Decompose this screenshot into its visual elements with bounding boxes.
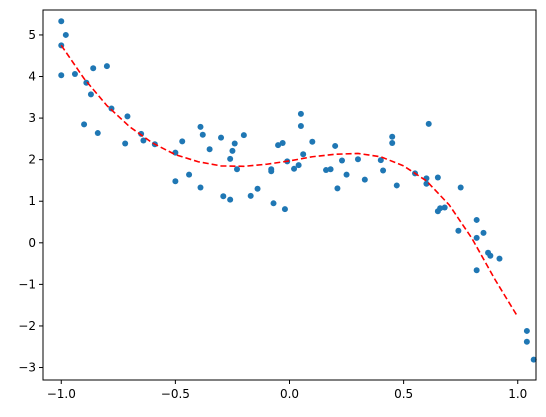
scatter-point	[300, 151, 307, 158]
scatter-point	[455, 227, 462, 234]
scatter-point	[140, 137, 147, 144]
axis-layer: −1.0 −0.5 0.0 0.5 1.0 −3 −2 −1 0 1 2 3 4 5	[18, 28, 527, 401]
scatter-point	[523, 327, 530, 334]
scatter-point	[487, 252, 494, 259]
scatter-point	[81, 121, 88, 128]
scatter-point	[343, 171, 350, 178]
y-tick-label: 1	[28, 194, 36, 208]
scatter-point	[227, 196, 234, 203]
x-tick-label: 0.0	[280, 387, 299, 401]
scatter-point	[473, 267, 480, 274]
scatter-point	[339, 157, 345, 164]
scatter-point	[275, 142, 282, 149]
scatter-point	[206, 146, 213, 153]
scatter-point	[297, 122, 304, 129]
scatter-point	[227, 155, 234, 162]
scatter-point	[231, 140, 238, 147]
scatter-point	[423, 180, 430, 187]
scatter-point	[220, 193, 227, 200]
scatter-point	[87, 91, 94, 98]
scatter-point	[94, 130, 101, 137]
y-tick-label: 2	[28, 153, 36, 167]
scatter-point	[334, 185, 341, 192]
scatter-point	[473, 216, 480, 223]
scatter-point	[122, 140, 129, 147]
scatter-point	[332, 142, 339, 149]
y-tick-label: 0	[28, 236, 36, 250]
scatter-point	[103, 63, 110, 70]
scatter-point	[380, 167, 387, 174]
scatter-point	[473, 234, 480, 241]
x-tick-label: 0.5	[394, 387, 413, 401]
scatter-point	[90, 65, 97, 72]
scatter-point	[309, 138, 316, 145]
scatter-point	[480, 229, 487, 236]
scatter-point	[437, 205, 444, 212]
scatter-point	[279, 140, 286, 147]
scatter-point	[530, 356, 537, 363]
scatter-point	[496, 255, 503, 262]
scatter-point	[270, 200, 277, 207]
scatter-point	[199, 131, 206, 138]
y-tick-label: −1	[18, 277, 36, 291]
scatter-point	[186, 171, 193, 178]
scatter-point	[124, 113, 131, 120]
y-tick-label: −2	[18, 319, 36, 333]
scatter-point	[179, 138, 186, 145]
plot-frame	[42, 9, 537, 381]
scatter-point	[268, 168, 275, 175]
scatter-point	[389, 140, 396, 147]
scatter-point	[393, 182, 400, 189]
scatter-point	[354, 156, 361, 163]
scatter-point	[58, 72, 65, 79]
y-tick-label: 3	[28, 111, 36, 125]
scatter-point	[247, 192, 254, 199]
scatter-point	[281, 206, 288, 213]
scatter-point	[523, 338, 530, 345]
scatter-point	[71, 71, 78, 78]
scatter-point	[327, 166, 334, 173]
scatter-point	[441, 204, 448, 211]
scatter-point	[389, 133, 396, 140]
scatter-point	[108, 105, 115, 112]
y-tick-label: 4	[28, 70, 36, 84]
scatter-point	[234, 166, 240, 173]
scatter-point	[229, 147, 236, 154]
fit-curve-line	[60, 44, 519, 318]
scatter-point	[62, 31, 69, 38]
x-tick-label: −0.5	[161, 387, 190, 401]
y-tick-label: −3	[18, 361, 36, 375]
scatter-point	[218, 134, 225, 141]
scatter-point	[295, 162, 302, 169]
x-tick-label: 1.0	[508, 387, 527, 401]
scatter-point	[254, 185, 261, 192]
scatter-point	[172, 178, 179, 185]
scatter-point	[425, 120, 432, 127]
scatter-point	[434, 174, 441, 181]
scatter-point	[457, 184, 464, 191]
data-layer	[58, 18, 537, 363]
scatter-point	[297, 110, 304, 117]
y-tick-label: 5	[28, 28, 36, 42]
scatter-point	[377, 157, 384, 164]
scatter-point	[361, 176, 368, 183]
scatter-point	[291, 165, 298, 172]
x-tick-label: −1.0	[47, 387, 76, 401]
scatter-point	[197, 123, 204, 130]
scatter-point	[423, 175, 430, 182]
scatter-point	[58, 18, 65, 25]
scatter-point	[323, 167, 330, 174]
scatter-point	[240, 132, 247, 139]
scatter-point	[197, 184, 204, 191]
